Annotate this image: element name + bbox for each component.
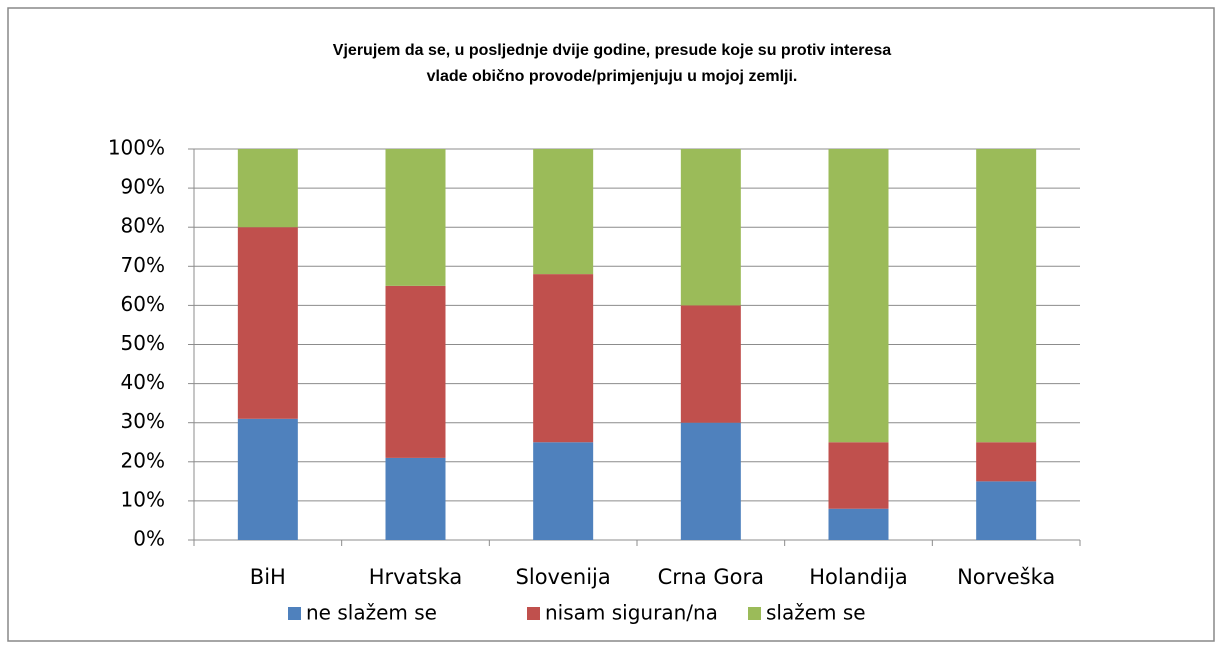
legend-swatch <box>288 607 301 620</box>
x-tick-label: Slovenija <box>516 565 611 589</box>
bar-segment <box>385 285 446 458</box>
y-tick-label: 80% <box>121 214 165 238</box>
bar-segment <box>237 227 298 419</box>
x-tick-label: BiH <box>250 565 286 589</box>
y-tick-label: 30% <box>121 409 165 433</box>
bar-segment <box>976 481 1037 540</box>
legend-label: slažem se <box>766 601 866 625</box>
legend-swatch <box>527 607 540 620</box>
legend-swatch <box>748 607 761 620</box>
bar-segment <box>680 305 741 423</box>
bar-segment <box>385 457 446 540</box>
y-tick-label: 0% <box>133 527 165 551</box>
legend-label: ne slažem se <box>306 601 437 625</box>
y-tick-label: 100% <box>108 136 165 160</box>
y-tick-label: 20% <box>121 448 165 472</box>
bar-segment <box>976 442 1037 482</box>
chart-title: vlade obično provode/primjenjuju u mojoj… <box>427 68 798 85</box>
chart-title: Vjerujem da se, u posljednje dvije godin… <box>333 42 891 59</box>
y-tick-label: 40% <box>121 370 165 394</box>
y-tick-label: 60% <box>121 292 165 316</box>
y-tick-label: 70% <box>121 253 165 277</box>
bar-segment <box>828 442 889 509</box>
bar-segment <box>237 149 298 228</box>
bar-segment <box>237 418 298 540</box>
legend-label: nisam siguran/na <box>545 601 718 625</box>
bar-segment <box>828 508 889 540</box>
bar-segment <box>976 149 1037 443</box>
bar-segment <box>533 274 594 443</box>
y-tick-label: 90% <box>121 175 165 199</box>
x-tick-label: Holandija <box>809 565 908 589</box>
bar-segment <box>680 422 741 540</box>
x-tick-label: Hrvatska <box>369 565 463 589</box>
bar-segment <box>680 149 741 306</box>
x-tick-label: Norveška <box>957 565 1055 589</box>
bar-segment <box>533 149 594 275</box>
y-tick-label: 50% <box>121 331 165 355</box>
bar-segment <box>533 442 594 540</box>
y-tick-label: 10% <box>121 487 165 511</box>
bar-segment <box>385 149 446 286</box>
x-tick-label: Crna Gora <box>658 565 764 589</box>
bar-segment <box>828 149 889 443</box>
